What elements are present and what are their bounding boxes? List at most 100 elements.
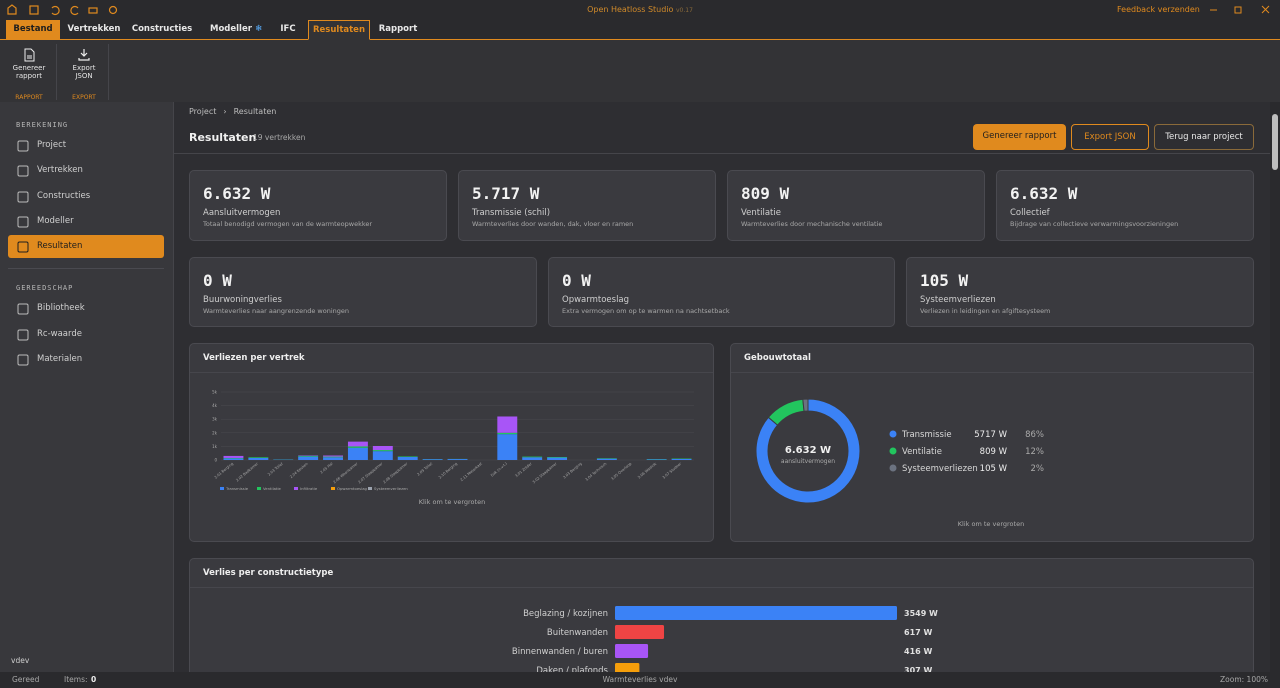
bar-segment (323, 455, 343, 457)
panel-title: Verliezen per vertrek (203, 353, 305, 363)
ribbon-group-label: RAPPORT (15, 94, 43, 101)
sidebar-icon (17, 140, 29, 152)
icon-shape (17, 241, 29, 253)
quick-access-icons (7, 4, 118, 16)
legend-value: 5717 W (974, 430, 1007, 440)
donut-segment (767, 398, 805, 426)
legend-dot (889, 447, 897, 455)
icon-shape (17, 165, 29, 177)
scrollbar[interactable] (1270, 102, 1280, 672)
sidebar-item-label: Bibliotheek (37, 303, 85, 313)
chart-panel[interactable]: Verliezen per vertrek 0 1k 2k 3k 4k 5k 2.01 Ber… (189, 343, 714, 542)
legend-label: Transmissie (225, 486, 249, 491)
bar-segment (372, 445, 393, 451)
chart-panel[interactable]: Verlies per constructietype Beglazing / k… (189, 558, 1254, 672)
x-tick-label: 2.09 Toilet (416, 461, 433, 476)
menu-tab[interactable]: Vertrekken (67, 24, 121, 34)
x-tick-label: 3.07 Studeer (662, 461, 683, 479)
back-button[interactable]: Terug naar project (1154, 124, 1254, 150)
stat-card: 105 W Systeemverliezen Verliezen in leidin… (906, 257, 1254, 327)
legend-value: 809 W (980, 447, 1008, 457)
close[interactable] (1261, 5, 1270, 14)
x-tick-label: 2.08 Slaapkamer (382, 461, 408, 484)
x-tick-label: 2.07 Slaapkamer (357, 461, 383, 484)
panel-divider (190, 587, 1253, 588)
sidebar-item[interactable]: Materialen (8, 348, 164, 371)
bar-segment (223, 458, 244, 460)
bar-segment (397, 457, 418, 460)
stat-label: Ventilatie (741, 208, 781, 218)
legend-dot (889, 430, 897, 438)
legend-swatch (368, 487, 372, 490)
bar-segment (248, 457, 269, 458)
menu-tab[interactable]: IFC (280, 24, 296, 34)
x-tick-label: 2.05 Hal (320, 462, 334, 475)
sidebar-item[interactable]: Bibliotheek (8, 297, 164, 320)
sidebar-icon (17, 216, 29, 228)
bar-segment (522, 457, 543, 460)
stat-label: Collectief (1010, 208, 1050, 218)
window-controls (1210, 5, 1270, 14)
bar (615, 625, 665, 639)
stat-label: Aansluitvermogen (203, 208, 281, 218)
icon-shape (17, 303, 29, 315)
sidebar-item[interactable]: Constructies (8, 185, 164, 208)
bar-segment (497, 416, 518, 433)
x-tick-label: 2.04 Keuken (289, 462, 309, 479)
sidebar-item[interactable]: Modeller (8, 210, 164, 233)
stat-card: 5.717 W Transmissie (schil) Warmteverlies … (458, 170, 716, 241)
sidebar-item[interactable]: Project (8, 134, 164, 157)
stat-description: Extra vermogen om op te warmen na nachts… (562, 307, 730, 315)
x-tick-label: 2.10 Berging (438, 462, 458, 480)
sidebar-icon (17, 165, 29, 177)
bar-segment (248, 457, 269, 460)
bar-segment (347, 441, 368, 447)
bar-segment (522, 456, 543, 458)
x-tick-label: 2.06 Woonkamer (333, 461, 359, 484)
bar-segment (298, 456, 319, 460)
menu-tab-active[interactable]: Resultaten (308, 20, 370, 40)
bar (615, 644, 649, 658)
stat-label: Transmissie (schil) (472, 208, 551, 218)
items-label: Items: (64, 675, 88, 684)
menu-tab[interactable]: Constructies (131, 24, 193, 34)
menu-tab[interactable]: Bestand (6, 20, 60, 39)
scrollbar-thumb[interactable] (1272, 114, 1278, 170)
legend-label: Infiltratie (300, 486, 318, 491)
generate-report-button[interactable]: Genereer rapport (973, 124, 1066, 150)
sidebar-section-title: BEREKENING (16, 121, 69, 129)
status-center: Warmteverlies vdev (602, 675, 678, 684)
value-label: 416 W (904, 647, 932, 656)
menu-tab[interactable]: Rapport (378, 24, 418, 34)
maximize[interactable] (1234, 6, 1242, 14)
sidebar-item-active[interactable]: Resultaten (8, 235, 164, 258)
x-tick-label: 3.02 Slaapkamer (532, 461, 558, 484)
menu-tab[interactable]: Modeller ❄ (200, 20, 264, 39)
stat-label: Buurwoningverlies (203, 295, 282, 305)
x-tick-label: 2.11 Meterkast (460, 461, 484, 482)
bar-segment (223, 455, 244, 458)
window-title: Open Heatloss Studio v0.17 (560, 5, 720, 14)
x-tick-label: 3.01 Zolder (514, 461, 533, 478)
ribbon-button[interactable]: Export JSON (66, 48, 102, 80)
chart-panel[interactable]: Gebouwtotaal Transmissie 5717 W 86% Ventilat… (730, 343, 1254, 542)
y-category-label: Beglazing / kozijnen (523, 609, 608, 619)
legend-label: Opwarmtoeslag (337, 486, 368, 491)
stat-value: 6.632 W (203, 184, 271, 203)
breadcrumb-item[interactable]: Project (189, 107, 217, 116)
bar-segment (497, 432, 518, 435)
sidebar-item[interactable]: Vertrekken (8, 159, 164, 182)
export-json-button[interactable]: Export JSON (1071, 124, 1149, 150)
y-category-label: Binnenwanden / buren (512, 647, 608, 657)
icon-shape (17, 354, 29, 366)
ribbon-button-label: Genereer rapport (12, 64, 46, 80)
bar-segment (447, 459, 468, 460)
icon-shape (17, 216, 29, 228)
sidebar-item[interactable]: Rc-waarde (8, 323, 164, 346)
feedback-link[interactable]: Feedback verzenden (1117, 5, 1200, 14)
value-label: 307 W (904, 666, 932, 672)
sidebar-icon (17, 303, 29, 315)
ribbon-button[interactable]: Genereer rapport (8, 48, 50, 80)
y-category-label: Daken / plafonds (536, 666, 608, 672)
stat-value: 809 W (741, 184, 790, 203)
